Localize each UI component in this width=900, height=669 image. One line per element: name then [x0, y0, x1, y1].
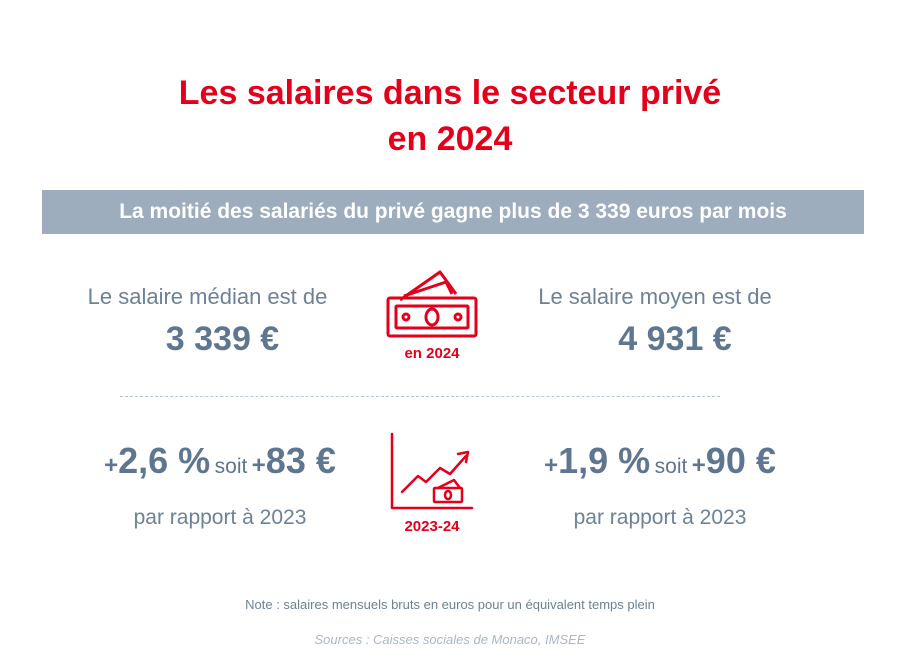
median-label: Le salaire médian est de [87, 284, 328, 309]
mean-value: 4 931 € [618, 320, 732, 358]
mean-growth-pct: 1,9 % [558, 440, 651, 481]
money-icon-caption: en 2024 [404, 345, 460, 362]
mean-growth-amount: 90 € [705, 440, 776, 481]
median-growth-amount: 83 € [265, 440, 336, 481]
mean-growth-soit: soit [654, 455, 688, 478]
footnote: Note : salaires mensuels bruts en euros … [245, 597, 655, 612]
median-growth-soit: soit [214, 455, 248, 478]
headline-banner: La moitié des salariés du privé gagne pl… [42, 190, 864, 234]
sources: Sources : Caisses sociales de Monaco, IM… [314, 632, 586, 647]
median-value: 3 339 € [165, 320, 280, 358]
mean-label: Le salaire moyen est de [538, 284, 772, 309]
median-growth-sign2: + [251, 452, 266, 479]
median-growth-sign: + [104, 452, 119, 479]
trend-chart-icon [388, 432, 474, 512]
median-growth: +2,6 % soit +83 € [60, 440, 380, 482]
mean-growth-sub: par rapport à 2023 [573, 506, 747, 529]
trend-icon-caption: 2023-24 [404, 518, 460, 535]
dashed-divider [120, 396, 720, 397]
median-growth-sub: par rapport à 2023 [133, 506, 307, 529]
mean-growth-sign: + [544, 452, 559, 479]
median-growth-pct: 2,6 % [118, 440, 211, 481]
title-line-2: en 2024 [387, 120, 513, 158]
mean-growth-sign2: + [691, 452, 706, 479]
banknotes-icon [378, 266, 482, 342]
mean-growth: +1,9 % soit +90 € [500, 440, 820, 482]
page-title: Les salaires dans le secteur privé en 20… [0, 70, 900, 162]
title-line-1: Les salaires dans le secteur privé [178, 74, 722, 112]
